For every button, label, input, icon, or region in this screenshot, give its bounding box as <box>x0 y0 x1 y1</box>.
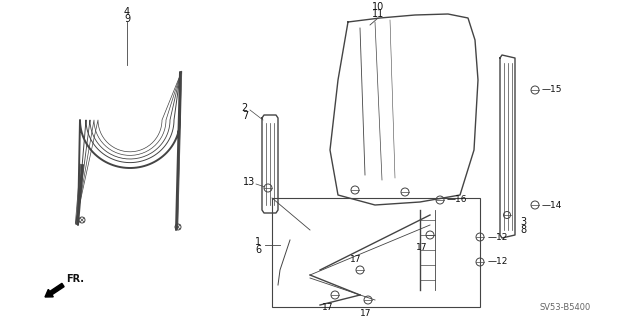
Text: —15: —15 <box>542 85 563 94</box>
Text: SV53-B5400: SV53-B5400 <box>540 303 591 313</box>
Text: 9: 9 <box>124 14 130 24</box>
Text: —12: —12 <box>488 257 508 266</box>
Text: 3: 3 <box>520 217 526 227</box>
Text: 17: 17 <box>323 303 333 313</box>
Text: 7: 7 <box>242 111 248 121</box>
Text: —16: —16 <box>447 196 467 204</box>
Text: —14: —14 <box>542 201 563 210</box>
Text: 17: 17 <box>360 308 372 317</box>
Text: 10: 10 <box>372 2 384 12</box>
Text: —12: —12 <box>488 233 508 241</box>
Text: 8: 8 <box>520 225 526 235</box>
Text: 2: 2 <box>242 103 248 113</box>
Text: FR.: FR. <box>66 274 84 284</box>
FancyArrow shape <box>45 283 64 297</box>
Text: 17: 17 <box>416 243 428 253</box>
Text: 4: 4 <box>124 7 130 17</box>
Text: 1: 1 <box>255 237 261 247</box>
Text: 11: 11 <box>372 9 384 19</box>
Text: 13: 13 <box>243 177 255 187</box>
Text: 17: 17 <box>350 256 362 264</box>
Bar <box>272 198 480 307</box>
Text: 6: 6 <box>255 245 261 255</box>
